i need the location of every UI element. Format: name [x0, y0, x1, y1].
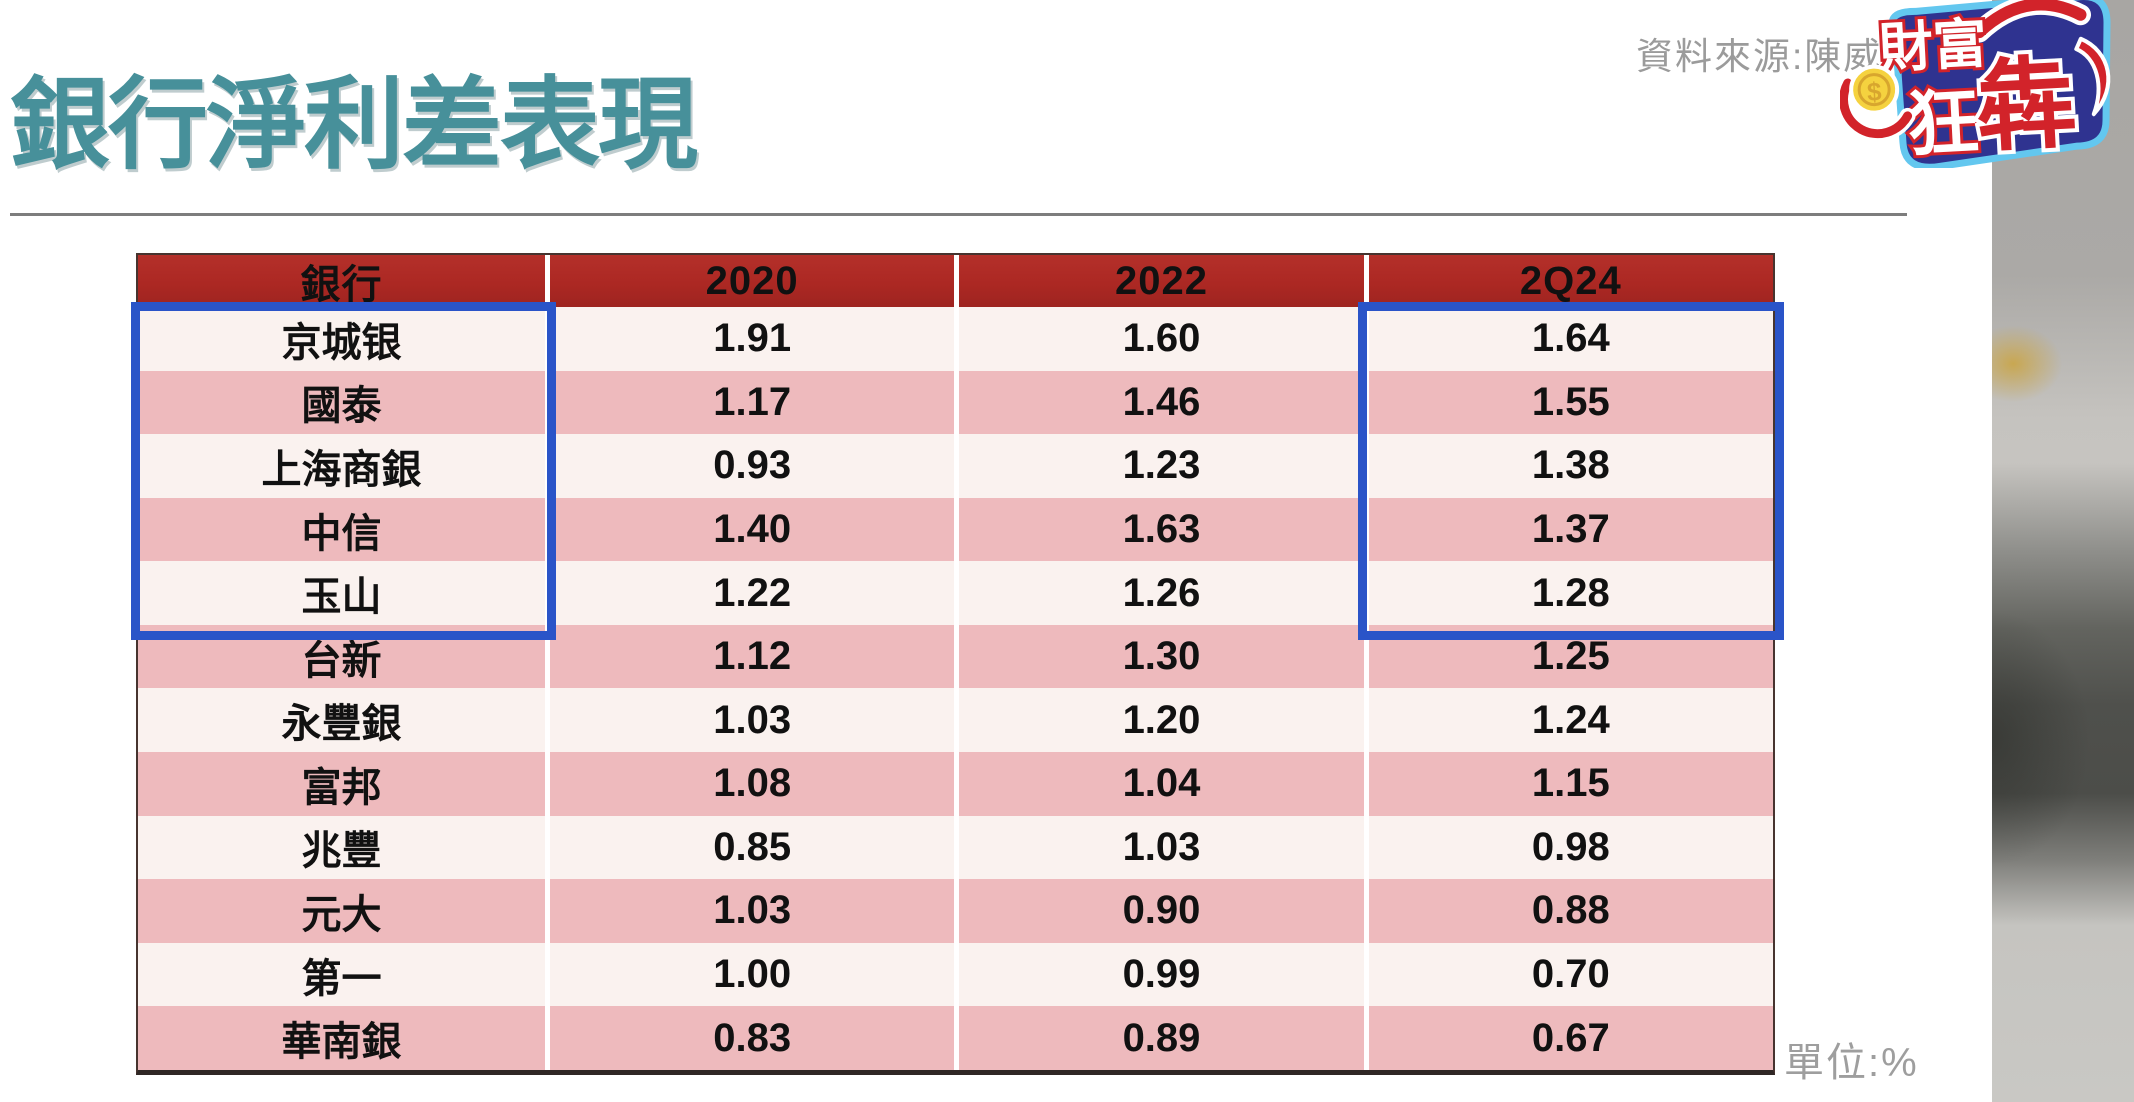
header-cell-bank: 銀行 [300, 263, 383, 307]
logo-tail-icon [2074, 36, 2111, 117]
brand-logo: 財富 狂 犇 $ [1840, 0, 2124, 168]
bank-name-cell: 台新 [301, 638, 382, 683]
value-cell: 1.00 [545, 942, 954, 1007]
value-cell: 0.67 [1363, 1006, 1773, 1070]
logo-coin-icon: $ [1849, 64, 1900, 115]
value-cell: 1.91 [545, 307, 954, 371]
bank-name-cell: 富邦 [301, 765, 382, 810]
table-row: 華南銀 0.83 0.89 0.67 [138, 1006, 1773, 1070]
page-title: 銀行淨利差表現 [10, 69, 698, 181]
value-cell: 1.03 [545, 688, 954, 753]
value-cell: 1.22 [545, 561, 954, 625]
value-cell: 1.26 [954, 561, 1363, 625]
value-cell: 1.63 [954, 497, 1363, 562]
value-cell: 1.23 [954, 434, 1363, 498]
value-cell: 0.90 [954, 879, 1363, 943]
table-row: 第一 1.00 0.99 0.70 [138, 942, 1773, 1007]
nim-table: 銀行 2020 2022 2Q24 京城银 1.91 1.60 1.64 國泰 1.17 1… [136, 253, 1775, 1075]
value-cell: 1.24 [1363, 688, 1773, 753]
value-cell: 1.64 [1363, 307, 1773, 371]
table-row: 國泰 1.17 1.46 1.55 [138, 370, 1773, 435]
table-row: 永豐銀 1.03 1.20 1.24 [138, 688, 1773, 753]
value-cell: 1.38 [1363, 434, 1773, 498]
value-cell: 1.37 [1363, 497, 1773, 562]
table-row: 京城银 1.91 1.60 1.64 [138, 307, 1773, 371]
header-cell-2q24: 2Q24 [1363, 255, 1773, 307]
logo-text-big: 犇 [1973, 47, 2079, 164]
svg-text:$: $ [1866, 76, 1883, 107]
value-cell: 0.85 [545, 815, 954, 880]
bank-name-cell: 國泰 [301, 384, 382, 429]
header-cell-2020: 2020 [545, 255, 954, 307]
table-row: 上海商銀 0.93 1.23 1.38 [138, 434, 1773, 498]
value-cell: 1.08 [545, 752, 954, 816]
bank-name-cell: 永豐銀 [281, 702, 402, 747]
logo-badge: 財富 狂 犇 $ [1840, 0, 2111, 168]
value-cell: 1.03 [954, 815, 1363, 880]
table-row: 玉山 1.22 1.26 1.28 [138, 561, 1773, 625]
logo-text-mid: 狂 [1905, 82, 1981, 166]
bank-name-cell: 京城银 [281, 320, 402, 365]
bank-name-cell: 第一 [301, 956, 382, 1001]
value-cell: 1.40 [545, 497, 954, 562]
table-row: 兆豐 0.85 1.03 0.98 [138, 815, 1773, 880]
value-cell: 0.89 [954, 1006, 1363, 1070]
value-cell: 0.98 [1363, 815, 1773, 880]
table-row: 台新 1.12 1.30 1.25 [138, 624, 1773, 689]
value-cell: 1.46 [954, 370, 1363, 435]
value-cell: 0.99 [954, 942, 1363, 1007]
value-cell: 0.70 [1363, 942, 1773, 1007]
value-cell: 1.60 [954, 307, 1363, 371]
value-cell: 1.28 [1363, 561, 1773, 625]
table-header-row: 銀行 2020 2022 2Q24 [138, 255, 1773, 307]
value-cell: 0.83 [545, 1006, 954, 1070]
table-row: 中信 1.40 1.63 1.37 [138, 497, 1773, 562]
logo-text-top: 財富 [1877, 14, 1988, 80]
unit-note: 單位:% [1784, 1041, 1919, 1085]
value-cell: 1.55 [1363, 370, 1773, 435]
value-cell: 1.15 [1363, 752, 1773, 816]
bank-name-cell: 中信 [301, 511, 382, 556]
title-underline-rule [10, 213, 1907, 216]
video-background-strip [1992, 0, 2134, 1102]
value-cell: 1.04 [954, 752, 1363, 816]
logo-background-shape [1888, 0, 2111, 168]
bank-name-cell: 華南銀 [281, 1020, 402, 1065]
value-cell: 1.17 [545, 370, 954, 435]
bank-name-cell: 玉山 [301, 575, 382, 620]
source-note: 資料來源:陳威 [1636, 36, 1883, 77]
bank-name-cell: 兆豐 [301, 829, 382, 874]
value-cell: 1.12 [545, 624, 954, 689]
table-row: 富邦 1.08 1.04 1.15 [138, 752, 1773, 816]
bank-name-cell: 元大 [301, 892, 382, 937]
table-row: 元大 1.03 0.90 0.88 [138, 879, 1773, 943]
value-cell: 1.20 [954, 688, 1363, 753]
value-cell: 0.88 [1363, 879, 1773, 943]
value-cell: 1.25 [1363, 624, 1773, 689]
bank-name-cell: 上海商銀 [261, 447, 422, 492]
value-cell: 0.93 [545, 434, 954, 498]
value-cell: 1.03 [545, 879, 954, 943]
value-cell: 1.30 [954, 624, 1363, 689]
header-cell-2022: 2022 [954, 255, 1363, 307]
